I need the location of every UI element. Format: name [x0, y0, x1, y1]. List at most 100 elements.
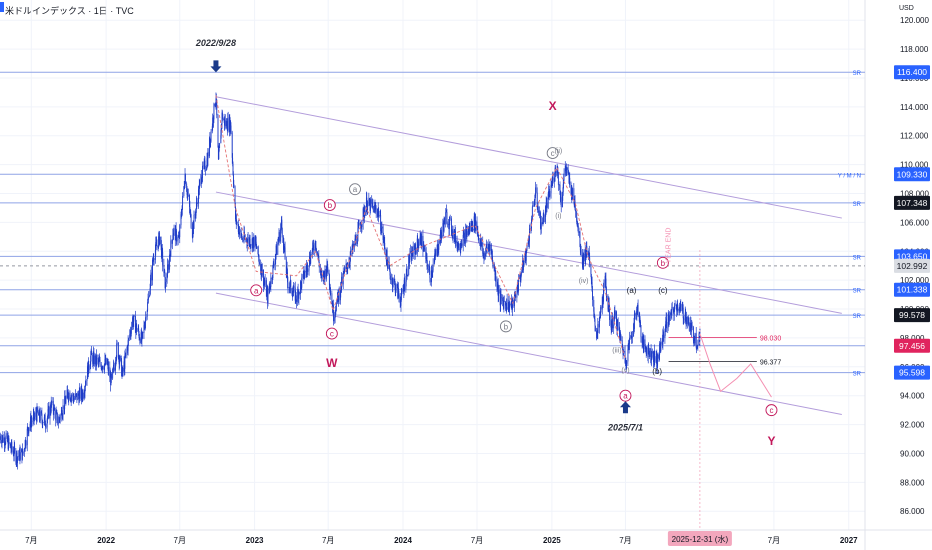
candle-body: [627, 349, 629, 362]
candle-body: [633, 313, 635, 329]
candle-body: [276, 245, 277, 255]
candle-body: [441, 231, 443, 238]
candle-body: [571, 196, 573, 199]
candle-body: [446, 210, 447, 213]
candle-body: [502, 301, 504, 302]
candle-body: [416, 238, 418, 254]
candle-body: [130, 327, 132, 334]
candle-body: [616, 311, 617, 327]
candle-body: [171, 239, 173, 244]
candle-body: [235, 214, 237, 223]
candle-body: [219, 143, 221, 148]
candle-body: [142, 332, 144, 334]
candle-body: [141, 333, 143, 341]
candle-body: [314, 249, 316, 251]
price-label-bg: [894, 282, 930, 297]
candle-body: [423, 247, 425, 251]
candle-body: [548, 188, 550, 197]
candle-body: [650, 348, 652, 361]
candle-body: [550, 184, 552, 194]
candle-body: [654, 358, 656, 361]
sr-tag: SR: [853, 372, 862, 378]
candle-body: [48, 407, 50, 419]
candle-body: [108, 367, 110, 372]
candle-body: [136, 329, 138, 332]
candle-body: [189, 206, 191, 213]
candle-body: [31, 421, 33, 423]
candle-body: [5, 437, 7, 445]
candle-body: [531, 206, 533, 220]
candle-body: [391, 279, 393, 281]
candle-body: [121, 370, 123, 377]
candle-body: [21, 448, 23, 460]
candle-body: [526, 243, 528, 250]
candle-body: [679, 306, 681, 307]
candle-body: [437, 249, 439, 253]
candle-body: [116, 343, 118, 358]
candle-body: [91, 350, 92, 355]
candle-body: [334, 312, 336, 317]
candle-body: [503, 300, 505, 302]
price-label: 109.330: [897, 169, 928, 179]
candle-body: [405, 281, 407, 290]
candle-body: [291, 290, 293, 295]
candle-body: [69, 392, 71, 401]
candle-body: [329, 288, 331, 294]
candle-body: [129, 334, 131, 339]
candle-body: [690, 325, 692, 332]
wave-circle: [323, 199, 336, 212]
channel-lines: [215, 96, 842, 415]
candle-body: [696, 345, 698, 349]
candle-body: [664, 330, 666, 339]
candle-body: [552, 177, 554, 181]
candle-body: [407, 274, 408, 277]
candle-body: [204, 160, 206, 171]
candle-body: [517, 285, 519, 292]
candle-body: [335, 310, 337, 313]
candle-body: [215, 98, 217, 104]
candle-body: [323, 271, 325, 274]
candle-body: [76, 393, 78, 401]
candle-body: [563, 179, 565, 185]
candle-body: [263, 281, 265, 286]
candle-body: [292, 292, 294, 297]
candle-body: [593, 299, 595, 312]
candle-body: [688, 323, 690, 331]
candle-body: [315, 248, 317, 252]
candle-body: [81, 388, 83, 395]
candle-body: [363, 208, 365, 210]
candle-body: [139, 338, 140, 339]
candle-body: [409, 250, 411, 253]
candle-body: [682, 307, 684, 319]
candle-body: [112, 368, 114, 369]
candle-body: [348, 262, 350, 264]
candle-body: [335, 312, 336, 313]
sr-tag: Y / M / N: [838, 173, 861, 179]
candle-body: [643, 339, 645, 350]
candle-body: [44, 415, 46, 426]
candle-body: [164, 270, 166, 273]
candle-body: [241, 237, 243, 241]
candle-body: [6, 433, 8, 442]
candle-body: [387, 259, 389, 269]
candle-body: [574, 209, 576, 212]
candle-body: [620, 333, 622, 336]
candle-body: [668, 321, 670, 324]
candle-body: [54, 407, 55, 411]
sr-tag: SR: [853, 71, 862, 77]
candle-body: [147, 302, 149, 311]
candle-body: [117, 342, 119, 359]
candle-body: [249, 239, 251, 247]
candle-body: [577, 225, 579, 233]
candle-body: [190, 212, 192, 215]
candle-body: [152, 259, 153, 281]
candle-body: [400, 291, 402, 301]
candle-body: [600, 307, 602, 310]
candle-body: [692, 327, 694, 341]
candle-body: [272, 265, 274, 279]
candle-body: [232, 163, 234, 175]
candle-body: [306, 263, 308, 272]
candle-body: [673, 308, 675, 315]
candle-body: [58, 417, 60, 419]
